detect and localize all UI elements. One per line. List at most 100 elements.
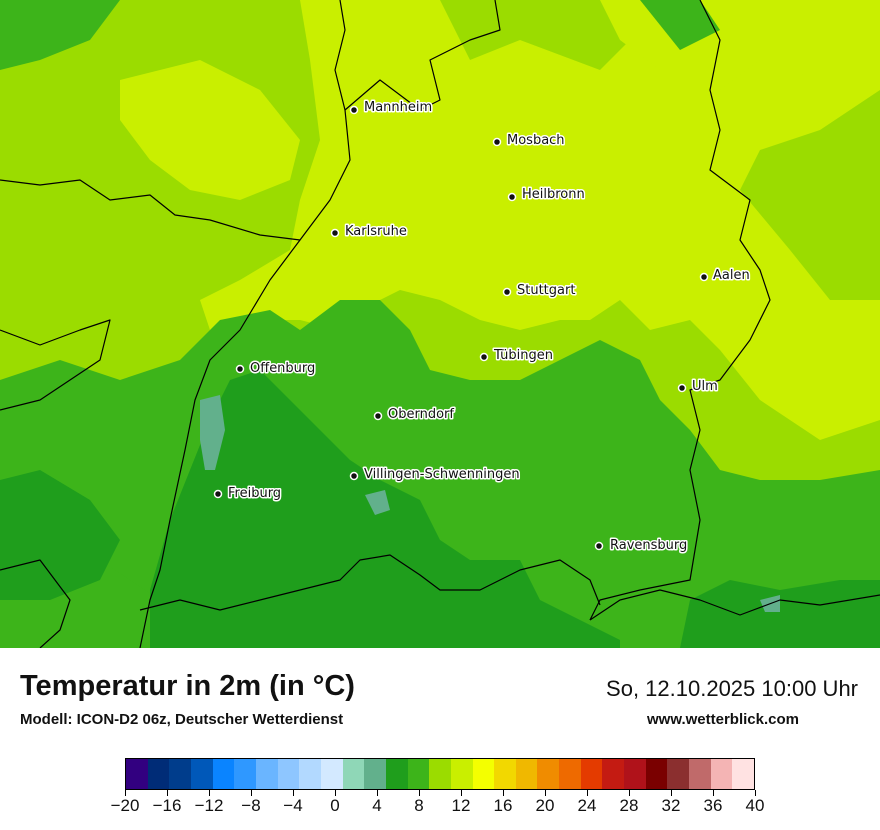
scale-tick-label: 40: [745, 796, 765, 815]
color-swatch: [537, 759, 560, 789]
scale-tick-label: 4: [372, 796, 382, 815]
scale-tick-label: 8: [414, 796, 424, 815]
city-label: Offenburg: [250, 361, 315, 376]
scale-tick: [755, 790, 756, 796]
cold-patch-black-forest-2: [365, 490, 390, 515]
scale-tick-label: 28: [619, 796, 639, 815]
color-swatch: [385, 759, 408, 789]
city-marker: [235, 364, 245, 374]
color-swatch: [602, 759, 625, 789]
scale-tick-label: 16: [493, 796, 513, 815]
city-marker: [492, 137, 502, 147]
color-swatch: [450, 759, 473, 789]
color-swatch: [147, 759, 170, 789]
color-swatch: [515, 759, 538, 789]
city-oberndorf: Oberndorf: [373, 406, 456, 424]
state-border-west: [0, 179, 301, 648]
city-marker: [677, 383, 687, 393]
color-scale: [125, 758, 755, 790]
city-label: Ulm: [692, 379, 718, 394]
city-marker: [349, 471, 359, 481]
french-border-west: [0, 319, 111, 411]
scale-tick: [125, 790, 126, 796]
city-label: Ravensburg: [610, 538, 687, 553]
city-marker: [330, 228, 340, 238]
scale-tick-label: 32: [661, 796, 681, 815]
city-label: Villingen-Schwenningen: [364, 467, 520, 482]
city-mosbach: Mosbach: [492, 132, 566, 150]
city-marker: [213, 489, 223, 499]
scale-tick: [461, 790, 462, 796]
cities: Mannheim Mosbach Heilbronn Karlsruhe Aal…: [213, 99, 751, 555]
scale-tick: [377, 790, 378, 796]
color-swatch: [255, 759, 278, 789]
city-freiburg: Freiburg: [213, 485, 283, 503]
city-label: Mannheim: [364, 100, 432, 115]
state-border-east: [589, 0, 771, 621]
scale-tick-label: −4: [283, 796, 303, 815]
city-heilbronn: Heilbronn: [507, 186, 586, 204]
cool-zone-w: [0, 470, 120, 600]
city-villingen-schwenningen: Villingen-Schwenningen: [349, 466, 521, 484]
color-swatch: [732, 759, 755, 789]
map-footer: Temperatur in 2m (in °C) Modell: ICON-D2…: [0, 648, 880, 830]
city-ravensburg: Ravensburg: [594, 537, 689, 555]
color-swatch: [169, 759, 191, 789]
color-scale-ticks: −20 −16 −12 −8 −4 0 4 8 12 16 20 24 28 32 36 40: [111, 790, 764, 820]
scale-tick: [545, 790, 546, 796]
scale-tick: [209, 790, 210, 796]
swiss-border: [139, 554, 601, 611]
scale-tick: [587, 790, 588, 796]
scale-tick-label: −8: [241, 796, 261, 815]
scale-tick-label: −20: [110, 796, 140, 815]
color-swatch: [126, 759, 148, 789]
color-swatch: [645, 759, 668, 789]
color-swatch: [234, 759, 256, 789]
cold-patch-black-forest: [200, 395, 225, 470]
temperature-map: Mannheim Mosbach Heilbronn Karlsruhe Aal…: [0, 0, 880, 648]
color-swatch: [364, 759, 386, 789]
color-swatch: [624, 759, 646, 789]
city-mannheim: Mannheim: [349, 99, 434, 117]
city-label: Tübingen: [493, 348, 553, 363]
city-marker: [349, 105, 359, 115]
color-swatch: [429, 759, 451, 789]
scale-tick-label: 24: [577, 796, 597, 815]
color-swatch: [320, 759, 343, 789]
scale-tick: [671, 790, 672, 796]
city-label: Stuttgart: [517, 283, 575, 298]
city-label: Freiburg: [228, 486, 281, 501]
color-swatch: [342, 759, 365, 789]
scale-tick-label: −12: [194, 796, 224, 815]
color-swatch: [212, 759, 235, 789]
scale-tick: [167, 790, 168, 796]
color-swatch: [472, 759, 495, 789]
scale-tick-label: −16: [152, 796, 182, 815]
scale-tick: [503, 790, 504, 796]
warm-zone: [200, 0, 880, 440]
scale-tick: [293, 790, 294, 796]
color-swatch: [494, 759, 516, 789]
city-aalen: Aalen: [699, 267, 751, 285]
city-label: Aalen: [713, 268, 750, 283]
city-marker: [479, 352, 489, 362]
color-swatch: [559, 759, 581, 789]
map-title: Temperatur in 2m (in °C): [20, 670, 355, 702]
color-swatch: [299, 759, 321, 789]
city-marker: [594, 541, 604, 551]
color-swatch: [407, 759, 430, 789]
model-source: Modell: ICON-D2 06z, Deutscher Wetterdie…: [20, 711, 344, 728]
valid-time: So, 12.10.2025 10:00 Uhr: [606, 676, 858, 701]
mild-zone-e: [640, 0, 720, 50]
scale-tick-label: 36: [703, 796, 723, 815]
scale-tick: [335, 790, 336, 796]
city-marker: [507, 192, 517, 202]
city-ulm: Ulm: [677, 378, 719, 396]
scale-tick: [251, 790, 252, 796]
website-link[interactable]: www.wetterblick.com: [647, 711, 799, 728]
mild-zone-ne: [0, 0, 120, 70]
city-karlsruhe: Karlsruhe: [330, 223, 408, 241]
warm-zone-w: [120, 60, 300, 200]
city-tuebingen: Tübingen: [479, 347, 555, 365]
city-label: Mosbach: [507, 133, 565, 148]
